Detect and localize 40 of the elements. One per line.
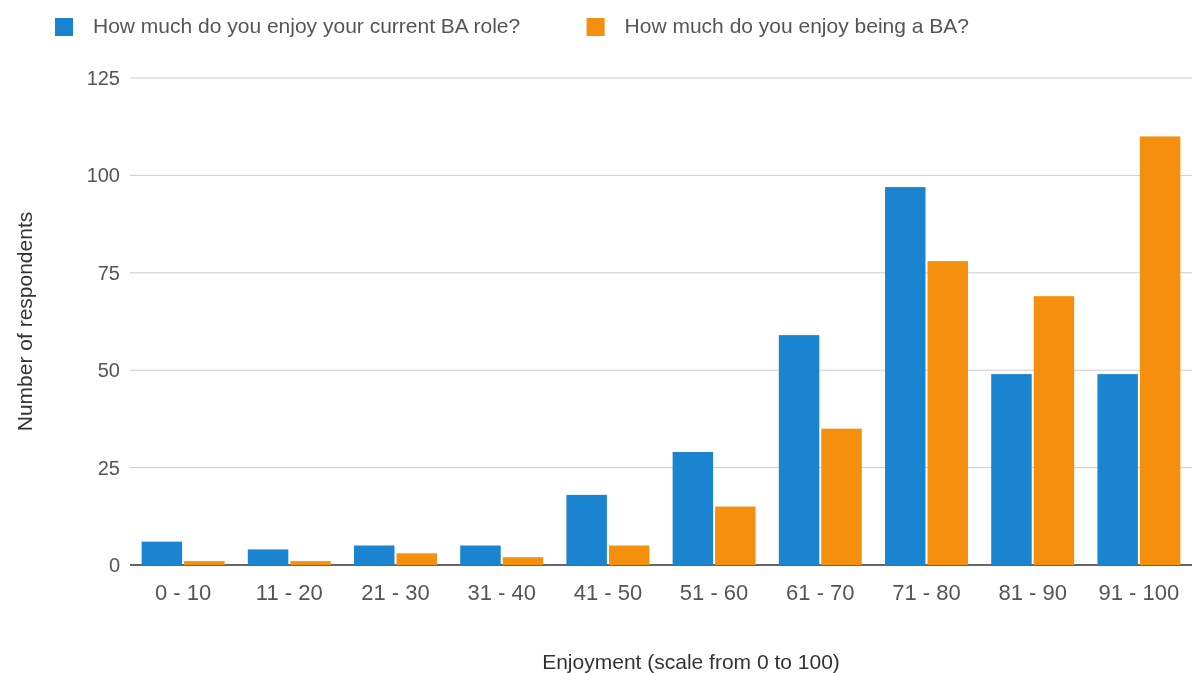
y-tick-label: 25: [97, 456, 120, 479]
bar: [290, 561, 331, 565]
bar: [715, 506, 756, 565]
bar: [672, 452, 714, 565]
bar: [885, 187, 926, 565]
bar: [184, 561, 225, 565]
bar: [566, 494, 607, 565]
legend-label: How much do you enjoy your current BA role?: [93, 14, 521, 37]
x-axis-title: Enjoyment (scale from 0 to 100): [542, 650, 840, 673]
bar: [1139, 136, 1181, 565]
x-tick-label: 31 - 40: [467, 580, 536, 605]
x-tick-label: 0 - 10: [154, 580, 212, 605]
legend-label: How much do you enjoy being a BA?: [624, 14, 969, 37]
y-tick-label: 100: [86, 164, 120, 187]
y-tick-label: 125: [86, 67, 120, 89]
bar: [460, 545, 501, 565]
y-tick-label: 50: [97, 359, 120, 382]
x-tick-label: 11 - 20: [255, 580, 323, 605]
bar: [778, 335, 820, 565]
bar: [396, 553, 437, 565]
x-tick-label: 81 - 90: [998, 580, 1067, 605]
bar: [608, 545, 650, 565]
x-tick-label: 41 - 50: [573, 580, 643, 605]
bar: [821, 428, 862, 565]
x-tick-label: 71 - 80: [892, 580, 961, 605]
bar: [927, 261, 968, 565]
bar: [354, 545, 395, 565]
x-tick-label: 61 - 70: [786, 580, 855, 605]
x-tick-label: 21 - 30: [361, 580, 430, 605]
bar: [247, 549, 289, 565]
bar: [991, 374, 1032, 565]
y-axis-title: Number of respondents: [13, 211, 36, 432]
bar: [502, 557, 544, 565]
x-tick-label: 51 - 60: [679, 580, 749, 605]
bar: [1033, 296, 1075, 565]
bar: [141, 541, 183, 565]
bar: [1097, 374, 1138, 565]
y-tick-label: 0: [108, 554, 120, 576]
x-tick-label: 91 - 100: [1098, 580, 1180, 605]
y-tick-label: 75: [97, 261, 120, 284]
